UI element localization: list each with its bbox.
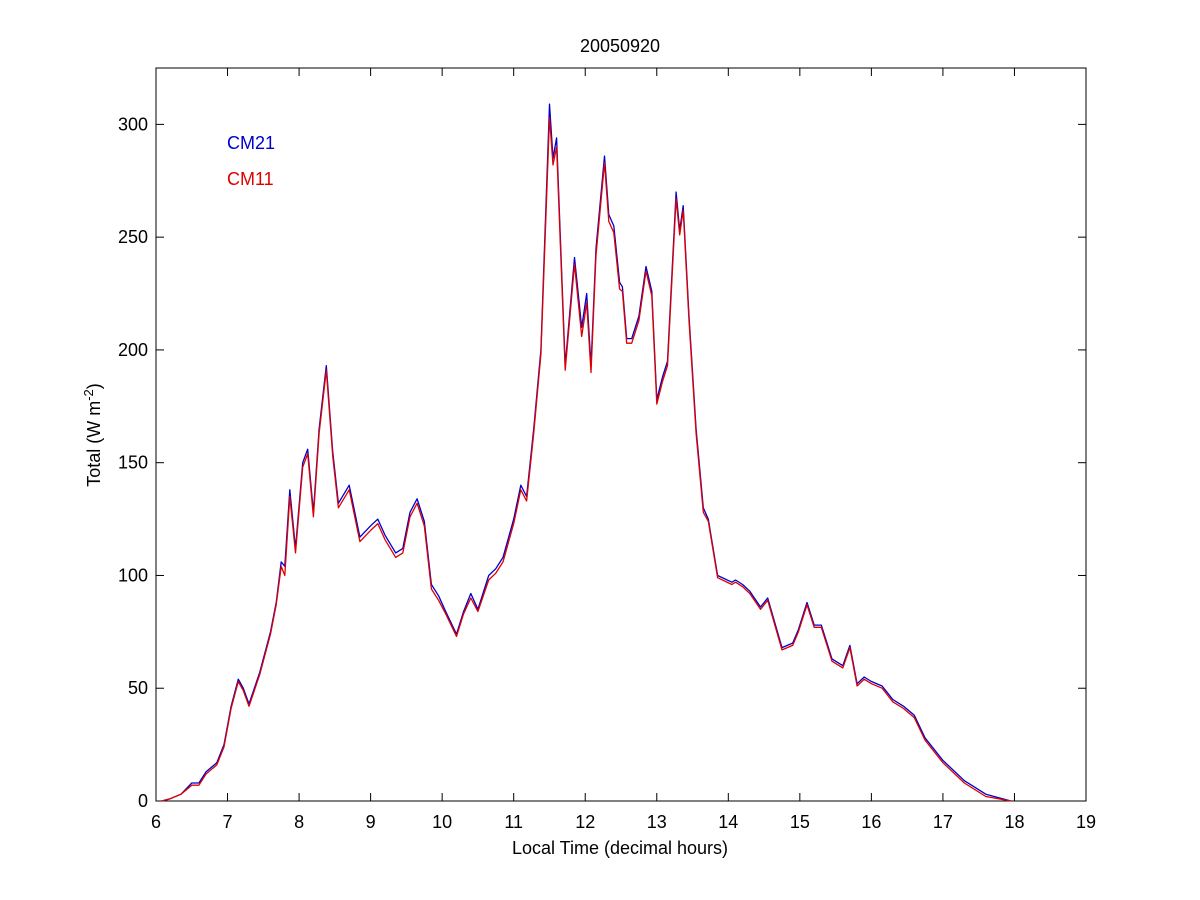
y-axis-label-close: )	[84, 383, 104, 389]
y-axis-label-text: Total (W m	[84, 401, 104, 487]
series-lines	[161, 103, 1012, 802]
legend: CM21 CM11	[227, 133, 275, 189]
x-axis-ticks: 6 7 8 9 10 11 12 13 14 15 16 17 18 19	[151, 68, 1096, 832]
x-axis-label: Local Time (decimal hours)	[512, 838, 728, 858]
x-tick-label: 19	[1076, 812, 1096, 832]
x-tick-label: 18	[1004, 812, 1024, 832]
y-tick-label: 250	[118, 227, 148, 247]
y-tick-label: 300	[118, 114, 148, 134]
chart-title: 20050920	[580, 36, 660, 56]
x-tick-label: 14	[718, 812, 738, 832]
x-tick-label: 10	[432, 812, 452, 832]
x-tick-label: 7	[223, 812, 233, 832]
series-line-cm11	[161, 116, 1012, 802]
y-axis-label: Total (W m-2)	[81, 383, 104, 487]
x-tick-label: 17	[933, 812, 953, 832]
x-tick-label: 9	[366, 812, 376, 832]
x-tick-label: 13	[647, 812, 667, 832]
x-tick-label: 15	[790, 812, 810, 832]
y-tick-label: 200	[118, 340, 148, 360]
y-tick-label: 0	[138, 791, 148, 811]
x-tick-label: 6	[151, 812, 161, 832]
x-tick-label: 11	[504, 812, 523, 832]
x-tick-label: 12	[575, 812, 595, 832]
y-tick-label: 50	[128, 678, 148, 698]
plot-frame	[155, 67, 1087, 802]
x-tick-label: 8	[294, 812, 304, 832]
legend-entry-cm21: CM21	[227, 133, 275, 153]
y-tick-label: 150	[118, 453, 148, 473]
x-tick-label: 16	[861, 812, 881, 832]
plot-area: 6 7 8 9 10 11 12 13 14 15 16 17 18 19 0 50 100 150 200 250…	[118, 67, 1096, 832]
y-axis-label-exponent: -2	[81, 389, 96, 401]
legend-entry-cm11: CM11	[227, 169, 274, 189]
y-axis-ticks: 0 50 100 150 200 250 300	[118, 114, 1086, 811]
y-tick-label: 100	[118, 565, 148, 585]
